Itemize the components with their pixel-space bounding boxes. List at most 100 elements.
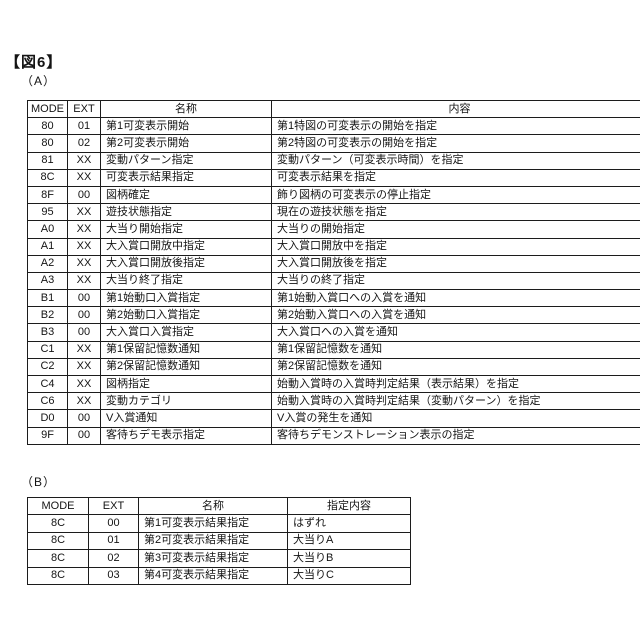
table-row: 8C 01 第2可変表示結果指定 大当りA	[27, 531, 411, 551]
table-cell: 第2始動入賞口への入賞を通知	[271, 306, 640, 325]
table-cell: 8C	[27, 168, 68, 187]
table-header-row: MODE EXT 名称 指定内容	[27, 496, 411, 516]
table-cell: 大当りB	[287, 549, 411, 568]
table-cell: XX	[67, 271, 101, 291]
table-cell: XX	[67, 254, 101, 273]
table-cell: C1	[27, 340, 68, 359]
table-cell: XX	[67, 357, 101, 377]
table-cell: 図柄確定	[100, 185, 272, 205]
column-header: EXT	[67, 99, 101, 119]
table-cell: XX	[67, 203, 101, 222]
table-cell: D0	[27, 409, 68, 428]
column-header: MODE	[27, 496, 89, 516]
table-cell: XX	[67, 168, 101, 187]
table-cell: 8F	[27, 185, 68, 205]
table-row: 8C 00 第1可変表示結果指定 はずれ	[27, 514, 411, 533]
table-cell: B3	[27, 323, 68, 342]
table-row: 81 XX 変動パターン指定 変動パターン（可変表示時間）を指定	[27, 151, 640, 170]
table-b-result-specification: MODE EXT 名称 指定内容 8C 00 第1可変表示結果指定 はずれ 8C 01 第2可変表示…	[27, 496, 411, 585]
table-cell: 大入賞口への入賞を通知	[271, 323, 640, 342]
table-cell: 可変表示結果を指定	[271, 168, 640, 187]
table-cell: XX	[67, 374, 101, 394]
table-row: 95 XX 遊技状態指定 現在の遊技状態を指定	[27, 203, 640, 222]
table-cell: A0	[27, 220, 68, 239]
table-cell: B1	[27, 289, 68, 308]
table-cell: 大当りC	[287, 566, 411, 585]
table-cell: 02	[88, 549, 139, 568]
table-cell: 第1可変表示開始	[100, 117, 272, 136]
table-cell: 00	[67, 323, 101, 342]
table-row: A0 XX 大当り開始指定 大当りの開始指定	[27, 220, 640, 239]
table-header-row: MODE EXT 名称 内容	[27, 99, 640, 119]
table-row: C1 XX 第1保留記憶数通知 第1保留記憶数を通知	[27, 340, 640, 359]
table-cell: 00	[67, 409, 101, 428]
table-cell: 03	[88, 566, 139, 585]
table-cell: 00	[67, 289, 101, 308]
table-cell: 9F	[27, 426, 68, 445]
column-header: MODE	[27, 99, 68, 119]
table-cell: 大当り終了指定	[100, 271, 272, 291]
table-cell: A2	[27, 254, 68, 273]
table-row: 9F 00 客待ちデモ表示指定 客待ちデモンストレーション表示の指定	[27, 426, 640, 445]
table-a-command-list: MODE EXT 名称 内容 80 01 第1可変表示開始 第1特図の可変表示の開始を指定 80…	[27, 99, 640, 445]
table-row: B2 00 第2始動口入賞指定 第2始動入賞口への入賞を通知	[27, 306, 640, 325]
table-cell: XX	[67, 151, 101, 170]
table-cell: 変動カテゴリ	[100, 392, 272, 411]
table-row: C4 XX 図柄指定 始動入賞時の入賞時判定結果（表示結果）を指定	[27, 374, 640, 394]
table-cell: 95	[27, 203, 68, 222]
table-cell: 第2特図の可変表示の開始を指定	[271, 134, 640, 153]
table-cell: 変動パターン指定	[100, 151, 272, 170]
figure-title: 【図6】	[5, 54, 63, 71]
table-cell: V入賞の発生を通知	[271, 409, 640, 428]
table-cell: 8C	[27, 514, 89, 533]
table-cell: 大当りの開始指定	[271, 220, 640, 239]
table-row: 8C XX 可変表示結果指定 可変表示結果を指定	[27, 168, 640, 187]
table-cell: 大当りA	[287, 531, 411, 551]
table-cell: 大入賞口開放中指定	[100, 237, 272, 256]
table-row: A1 XX 大入賞口開放中指定 大入賞口開放中を指定	[27, 237, 640, 256]
column-header: 指定内容	[287, 496, 411, 516]
table-row: 80 01 第1可変表示開始 第1特図の可変表示の開始を指定	[27, 117, 640, 136]
table-cell: 大当り開始指定	[100, 220, 272, 239]
table-cell: 大当りの終了指定	[271, 271, 640, 291]
table-cell: 大入賞口開放後指定	[100, 254, 272, 273]
table-row: D0 00 V入賞通知 V入賞の発生を通知	[27, 409, 640, 428]
table-cell: 00	[67, 426, 101, 445]
table-cell: 客待ちデモンストレーション表示の指定	[271, 426, 640, 445]
column-header: 名称	[100, 99, 272, 119]
table-row: 80 02 第2可変表示開始 第2特図の可変表示の開始を指定	[27, 134, 640, 153]
table-cell: 客待ちデモ表示指定	[100, 426, 272, 445]
table-row: C2 XX 第2保留記憶数通知 第2保留記憶数を通知	[27, 357, 640, 377]
table-cell: XX	[67, 237, 101, 256]
table-cell: XX	[67, 220, 101, 239]
table-row: A3 XX 大当り終了指定 大当りの終了指定	[27, 271, 640, 291]
table-cell: 8C	[27, 531, 89, 551]
table-cell: 始動入賞時の入賞時判定結果（表示結果）を指定	[271, 374, 640, 394]
table-cell: 第2保留記憶数通知	[100, 357, 272, 377]
table-cell: 第1始動口入賞指定	[100, 289, 272, 308]
table-cell: 第4可変表示結果指定	[138, 566, 288, 585]
table-cell: 02	[67, 134, 101, 153]
table-cell: 第2保留記憶数を通知	[271, 357, 640, 377]
table-cell: A1	[27, 237, 68, 256]
table-row: 8C 03 第4可変表示結果指定 大当りC	[27, 566, 411, 585]
table-row: 8F 00 図柄確定 飾り図柄の可変表示の停止指定	[27, 185, 640, 205]
table-cell: C2	[27, 357, 68, 377]
table-cell: C4	[27, 374, 68, 394]
table-cell: 第1保留記憶数を通知	[271, 340, 640, 359]
table-cell: B2	[27, 306, 68, 325]
table-cell: 大入賞口開放後を指定	[271, 254, 640, 273]
table-cell: 始動入賞時の入賞時判定結果（変動パターン）を指定	[271, 392, 640, 411]
table-cell: C6	[27, 392, 68, 411]
table-cell: 図柄指定	[100, 374, 272, 394]
table-b-label: （B）	[21, 475, 57, 489]
table-cell: 01	[67, 117, 101, 136]
table-cell: 可変表示結果指定	[100, 168, 272, 187]
table-cell: XX	[67, 340, 101, 359]
table-cell: 第1始動入賞口への入賞を通知	[271, 289, 640, 308]
table-cell: はずれ	[287, 514, 411, 533]
column-header: 内容	[271, 99, 640, 119]
table-cell: 00	[67, 306, 101, 325]
table-cell: 第2始動口入賞指定	[100, 306, 272, 325]
table-cell: 変動パターン（可変表示時間）を指定	[271, 151, 640, 170]
